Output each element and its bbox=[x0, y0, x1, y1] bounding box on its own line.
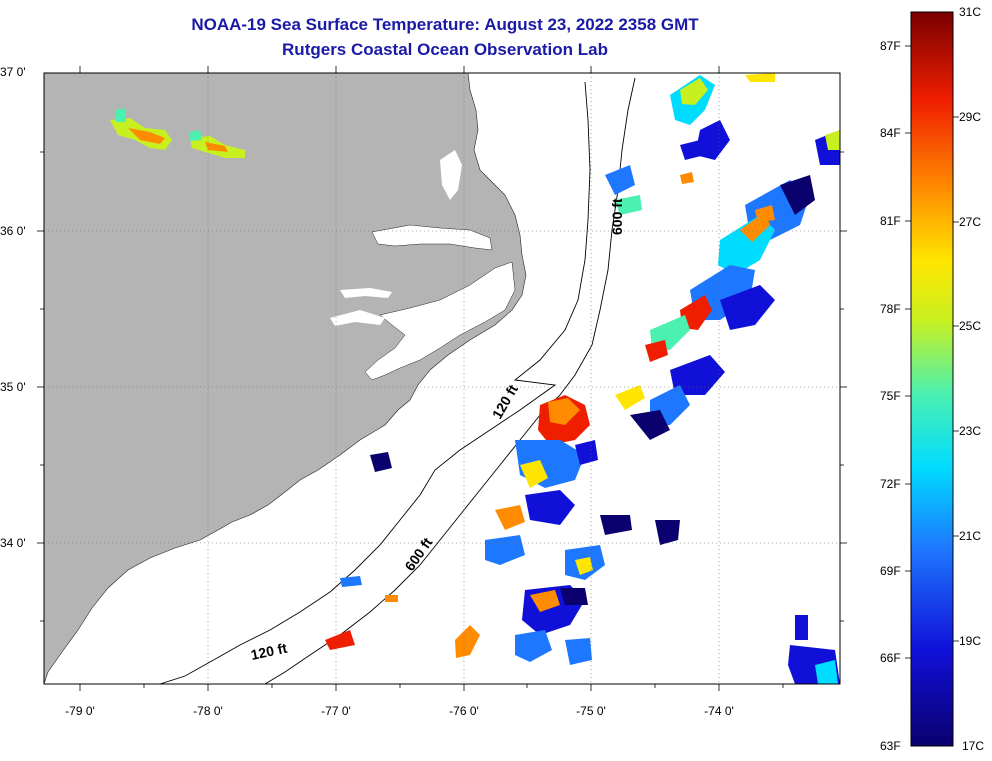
colorbar-label-23c: 23C bbox=[959, 424, 982, 438]
inland-sst bbox=[110, 108, 245, 158]
grid-lines bbox=[44, 73, 840, 684]
lat-label-37: 37 0' bbox=[0, 65, 26, 79]
map-frame bbox=[43, 72, 841, 685]
colorbar-label-75f: 75F bbox=[880, 389, 901, 403]
currituck-inlet bbox=[440, 150, 462, 200]
colorbar-label-31c: 31C bbox=[959, 5, 982, 19]
colorbar-label-17c: 17C bbox=[962, 739, 985, 753]
lat-label-36: 36 0' bbox=[0, 224, 26, 238]
colorbar-label-81f: 81F bbox=[880, 214, 901, 228]
colorbar-label-63f: 63F bbox=[880, 739, 901, 753]
colorbar-label-19c: 19C bbox=[959, 634, 982, 648]
colorbar-ticks bbox=[905, 45, 959, 659]
tick-marks bbox=[37, 66, 847, 691]
map-subtitle: Rutgers Coastal Ocean Observation Lab bbox=[282, 40, 608, 59]
lon-label-78: -78 0' bbox=[193, 704, 223, 718]
colorbar-label-78f: 78F bbox=[880, 302, 901, 316]
colorbar-label-29c: 29C bbox=[959, 110, 982, 124]
contour-label-120-south: 120 ft bbox=[249, 640, 288, 663]
lon-label-74: -74 0' bbox=[704, 704, 734, 718]
lon-label-79: -79 0' bbox=[65, 704, 95, 718]
contour-label-600-north: 600 ft bbox=[609, 198, 625, 235]
map-title: NOAA-19 Sea Surface Temperature: August … bbox=[191, 15, 699, 34]
colorbar-label-69f: 69F bbox=[880, 564, 901, 578]
colorbar-label-66f: 66F bbox=[880, 651, 901, 665]
contour-120ft bbox=[159, 81, 591, 684]
colorbar-label-25c: 25C bbox=[959, 319, 982, 333]
colorbar bbox=[910, 11, 954, 747]
colorbar-label-72f: 72F bbox=[880, 477, 901, 491]
colorbar-label-27c: 27C bbox=[959, 215, 982, 229]
colorbar-label-87f: 87F bbox=[880, 39, 901, 53]
pamlico-sound bbox=[364, 261, 516, 381]
lon-label-75: -75 0' bbox=[576, 704, 606, 718]
lat-label-34: 34 0' bbox=[0, 536, 26, 550]
river-tar bbox=[340, 288, 392, 298]
lon-label-77: -77 0' bbox=[321, 704, 351, 718]
river-neuse bbox=[330, 310, 385, 326]
albemarle-sound bbox=[371, 224, 493, 251]
lat-label-35: 35 0' bbox=[0, 380, 26, 394]
colorbar-label-84f: 84F bbox=[880, 126, 901, 140]
colorbar-label-21c: 21C bbox=[959, 529, 982, 543]
sst-data bbox=[325, 73, 840, 684]
lon-label-76: -76 0' bbox=[449, 704, 479, 718]
